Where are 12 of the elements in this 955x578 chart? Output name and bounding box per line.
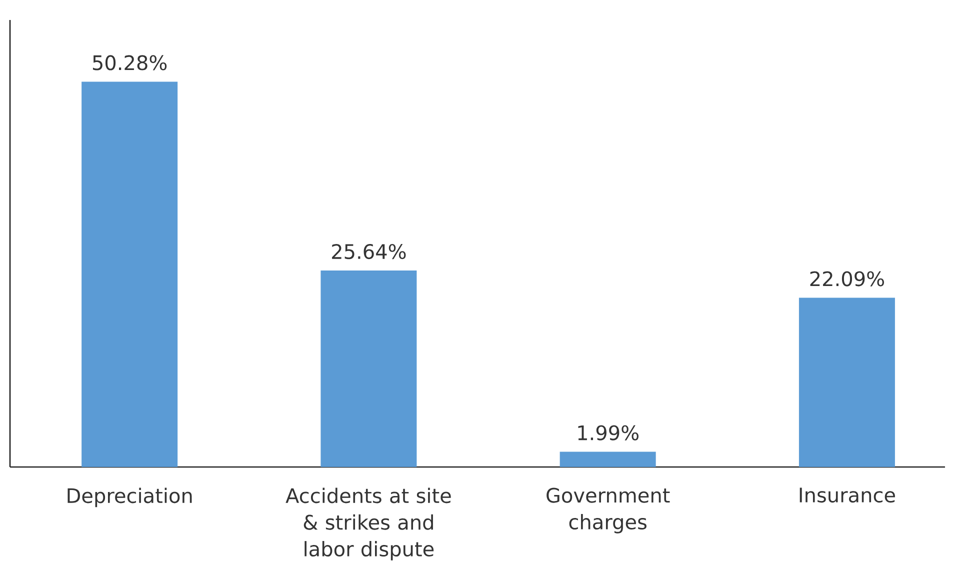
x-tick-label: Government charges	[546, 488, 670, 534]
bar	[82, 82, 178, 467]
x-tick-label: Insurance	[800, 488, 895, 503]
bar	[798, 298, 895, 467]
data-label: 50.28%	[92, 55, 167, 70]
data-label: 22.09%	[810, 271, 884, 286]
x-tick-label: Accidents at site & strikes and labor dispute	[286, 488, 451, 560]
x-tick-label: Depreciation	[68, 488, 192, 508]
bar	[560, 452, 656, 467]
data-label: 25.64%	[332, 244, 406, 260]
bar	[320, 270, 417, 467]
data-label: 1.99%	[578, 425, 638, 440]
